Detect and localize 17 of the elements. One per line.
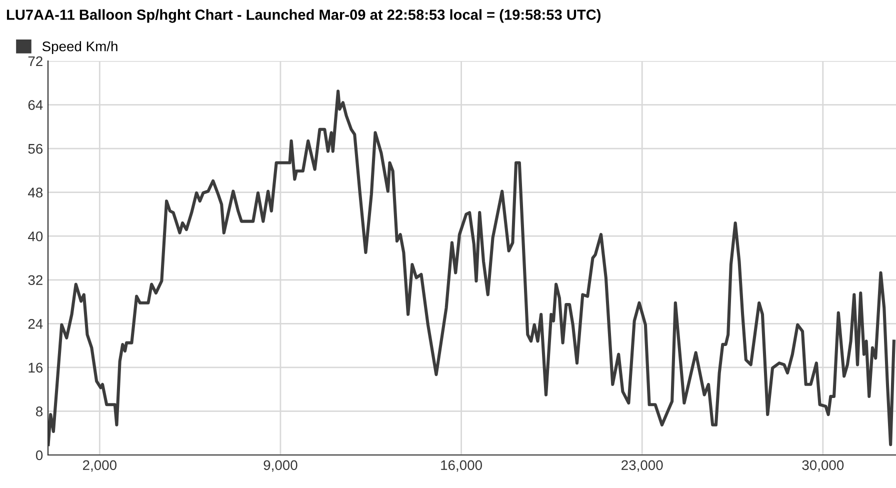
chart-title: LU7AA-11 Balloon Sp/hght Chart - Launched Mar-09 at 22:58:53 local = (19:58:53 UTC) xyxy=(6,9,600,23)
y-tick-label: 24 xyxy=(28,319,43,329)
x-tick-label: 23,000 xyxy=(622,460,663,472)
y-tick-label: 0 xyxy=(36,450,43,460)
y-tick-label: 56 xyxy=(28,144,43,154)
legend-label: Speed Km/h xyxy=(42,41,118,54)
y-tick-label: 16 xyxy=(28,362,43,373)
y-tick-label: 8 xyxy=(36,406,43,416)
x-tick-label: 30,000 xyxy=(802,460,844,472)
y-tick-label: 32 xyxy=(28,275,42,286)
x-tick-label: 9,000 xyxy=(264,460,298,472)
y-tick-label: 72 xyxy=(28,56,42,66)
y-tick-label: 48 xyxy=(28,188,43,198)
y-tick-label: 64 xyxy=(28,100,43,110)
y-tick-label: 40 xyxy=(28,231,43,242)
x-tick-label: 2,000 xyxy=(82,460,116,472)
x-tick-label: 16,000 xyxy=(441,460,482,472)
